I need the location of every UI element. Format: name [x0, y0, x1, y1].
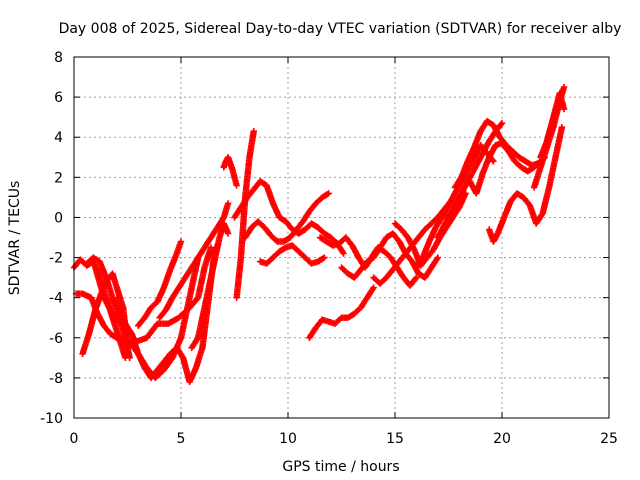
y-tick-label: 4	[54, 130, 63, 146]
y-tick-label: -6	[49, 331, 63, 347]
data-points	[70, 83, 568, 386]
data-point	[224, 230, 232, 237]
data-series	[233, 128, 257, 301]
data-series	[537, 89, 568, 161]
plot-frame	[73, 56, 610, 419]
data-point	[413, 274, 420, 281]
x-tick-label: 10	[279, 431, 297, 447]
data-series	[306, 284, 377, 341]
y-tick-label: -2	[49, 251, 63, 267]
x-tick-label: 20	[493, 431, 511, 447]
x-tick-label: 25	[600, 431, 618, 447]
y-tick-label: 2	[54, 170, 63, 186]
data-point	[560, 105, 568, 113]
data-point	[250, 128, 257, 135]
x-tick-label: 0	[70, 431, 79, 447]
data-point	[497, 121, 505, 128]
data-point	[321, 254, 328, 261]
data-point	[498, 120, 506, 127]
y-tick-label: 8	[54, 50, 63, 66]
chart-title: Day 008 of 2025, Sidereal Day-to-day VTE…	[59, 21, 622, 37]
data-point	[370, 284, 377, 291]
data-series	[338, 230, 441, 281]
data-series	[83, 254, 133, 361]
y-tick-label: -10	[40, 411, 63, 427]
y-axis-label: SDTVAR / TECUs	[7, 181, 23, 296]
data-point	[558, 124, 566, 131]
y-tick-labels: -10 -8 -6 -4 -2 0 2 4 6 8	[40, 50, 63, 427]
y-tick-label: 6	[54, 90, 63, 106]
data-point	[434, 254, 441, 261]
x-tick-label: 5	[177, 431, 186, 447]
data-series	[220, 154, 240, 189]
data-point	[560, 83, 568, 91]
data-point	[490, 158, 497, 165]
y-tick-label: 0	[54, 210, 63, 226]
y-tick-label: -4	[49, 291, 63, 307]
data-series	[156, 200, 232, 321]
data-series	[257, 242, 328, 267]
x-axis-label: GPS time / hours	[282, 459, 399, 475]
x-tick-label: 15	[386, 431, 404, 447]
data-series	[188, 220, 232, 351]
data-point	[233, 182, 240, 189]
x-tick-labels: 0 5 10 15 20 25	[70, 431, 618, 447]
y-tick-label: -8	[49, 371, 63, 387]
data-series	[135, 238, 185, 329]
data-point	[340, 250, 347, 257]
data-series	[486, 124, 566, 245]
data-point	[177, 238, 185, 245]
data-point	[126, 354, 133, 361]
data-point	[412, 275, 419, 283]
data-series	[242, 190, 332, 245]
data-point	[325, 190, 332, 197]
data-point	[224, 200, 232, 207]
